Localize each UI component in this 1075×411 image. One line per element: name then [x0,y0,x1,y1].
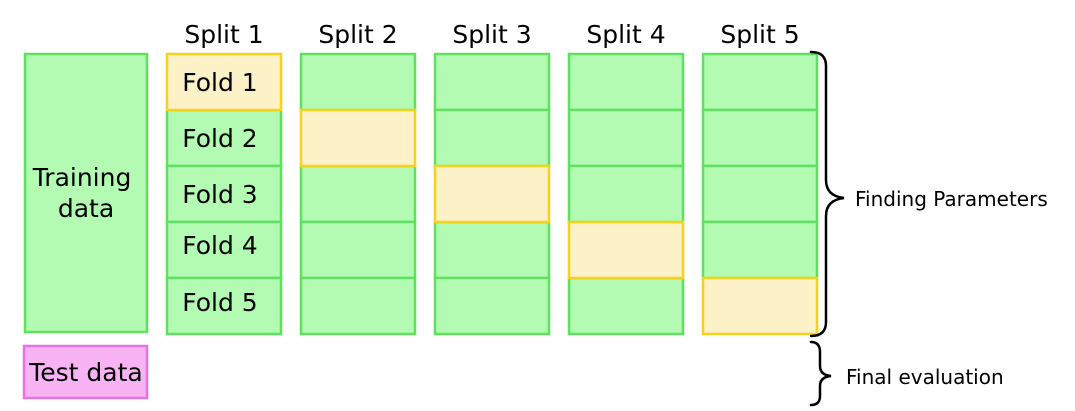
split-4-fold-2-cell [567,108,685,168]
test-data-label: Test data [28,358,143,387]
fold-4-label: Fold 4 [182,231,257,260]
split-1-fold-2-cell [165,108,283,168]
training-data-label-line-2: data [58,194,114,223]
split-3-fold-3-validation-cell [433,164,551,224]
fold-2-label: Fold 2 [182,124,257,153]
split-1-fold-5-cell [165,276,283,336]
training-data-block [23,52,149,334]
split-3-fold-5-cell [433,276,551,336]
split-3-header: Split 3 [452,20,531,49]
split-3-fold-2-cell [433,108,551,168]
split-1-fold-3-cell [165,164,283,224]
fold-1-label: Fold 1 [182,68,257,97]
fold-3-label: Fold 3 [182,180,257,209]
split-5-fold-5-validation-cell [701,276,819,336]
split-2-header: Split 2 [318,20,397,49]
split-5-fold-2-cell [701,108,819,168]
split-5-fold-4-cell [701,220,819,280]
split-5-fold-1-cell [701,52,819,112]
final-evaluation-label: Final evaluation [846,365,1004,389]
training-data-label-line-1: Training [32,163,132,192]
split-4-fold-3-cell [567,164,685,224]
final-evaluation-brace [809,340,832,407]
finding-parameters-label: Finding Parameters [855,187,1048,211]
finding-parameters-brace [809,50,845,338]
split-3-fold-1-cell [433,52,551,112]
fold-5-label: Fold 5 [182,288,257,317]
split-1-fold-1-validation-cell [165,52,283,112]
split-2-fold-4-cell [299,220,417,280]
split-2-fold-3-cell [299,164,417,224]
training-data-label: Training data [32,163,140,223]
split-3-fold-4-cell [433,220,551,280]
split-2-fold-5-cell [299,276,417,336]
split-2-fold-1-cell [299,52,417,112]
split-4-fold-5-cell [567,276,685,336]
split-4-fold-4-validation-cell [567,220,685,280]
split-1-header: Split 1 [184,20,263,49]
fold-grid [165,52,819,336]
split-4-header: Split 4 [586,20,665,49]
split-4-fold-1-cell [567,52,685,112]
split-5-header: Split 5 [720,20,799,49]
test-data-block [22,344,149,400]
split-5-fold-3-cell [701,164,819,224]
split-2-fold-2-validation-cell [299,108,417,168]
